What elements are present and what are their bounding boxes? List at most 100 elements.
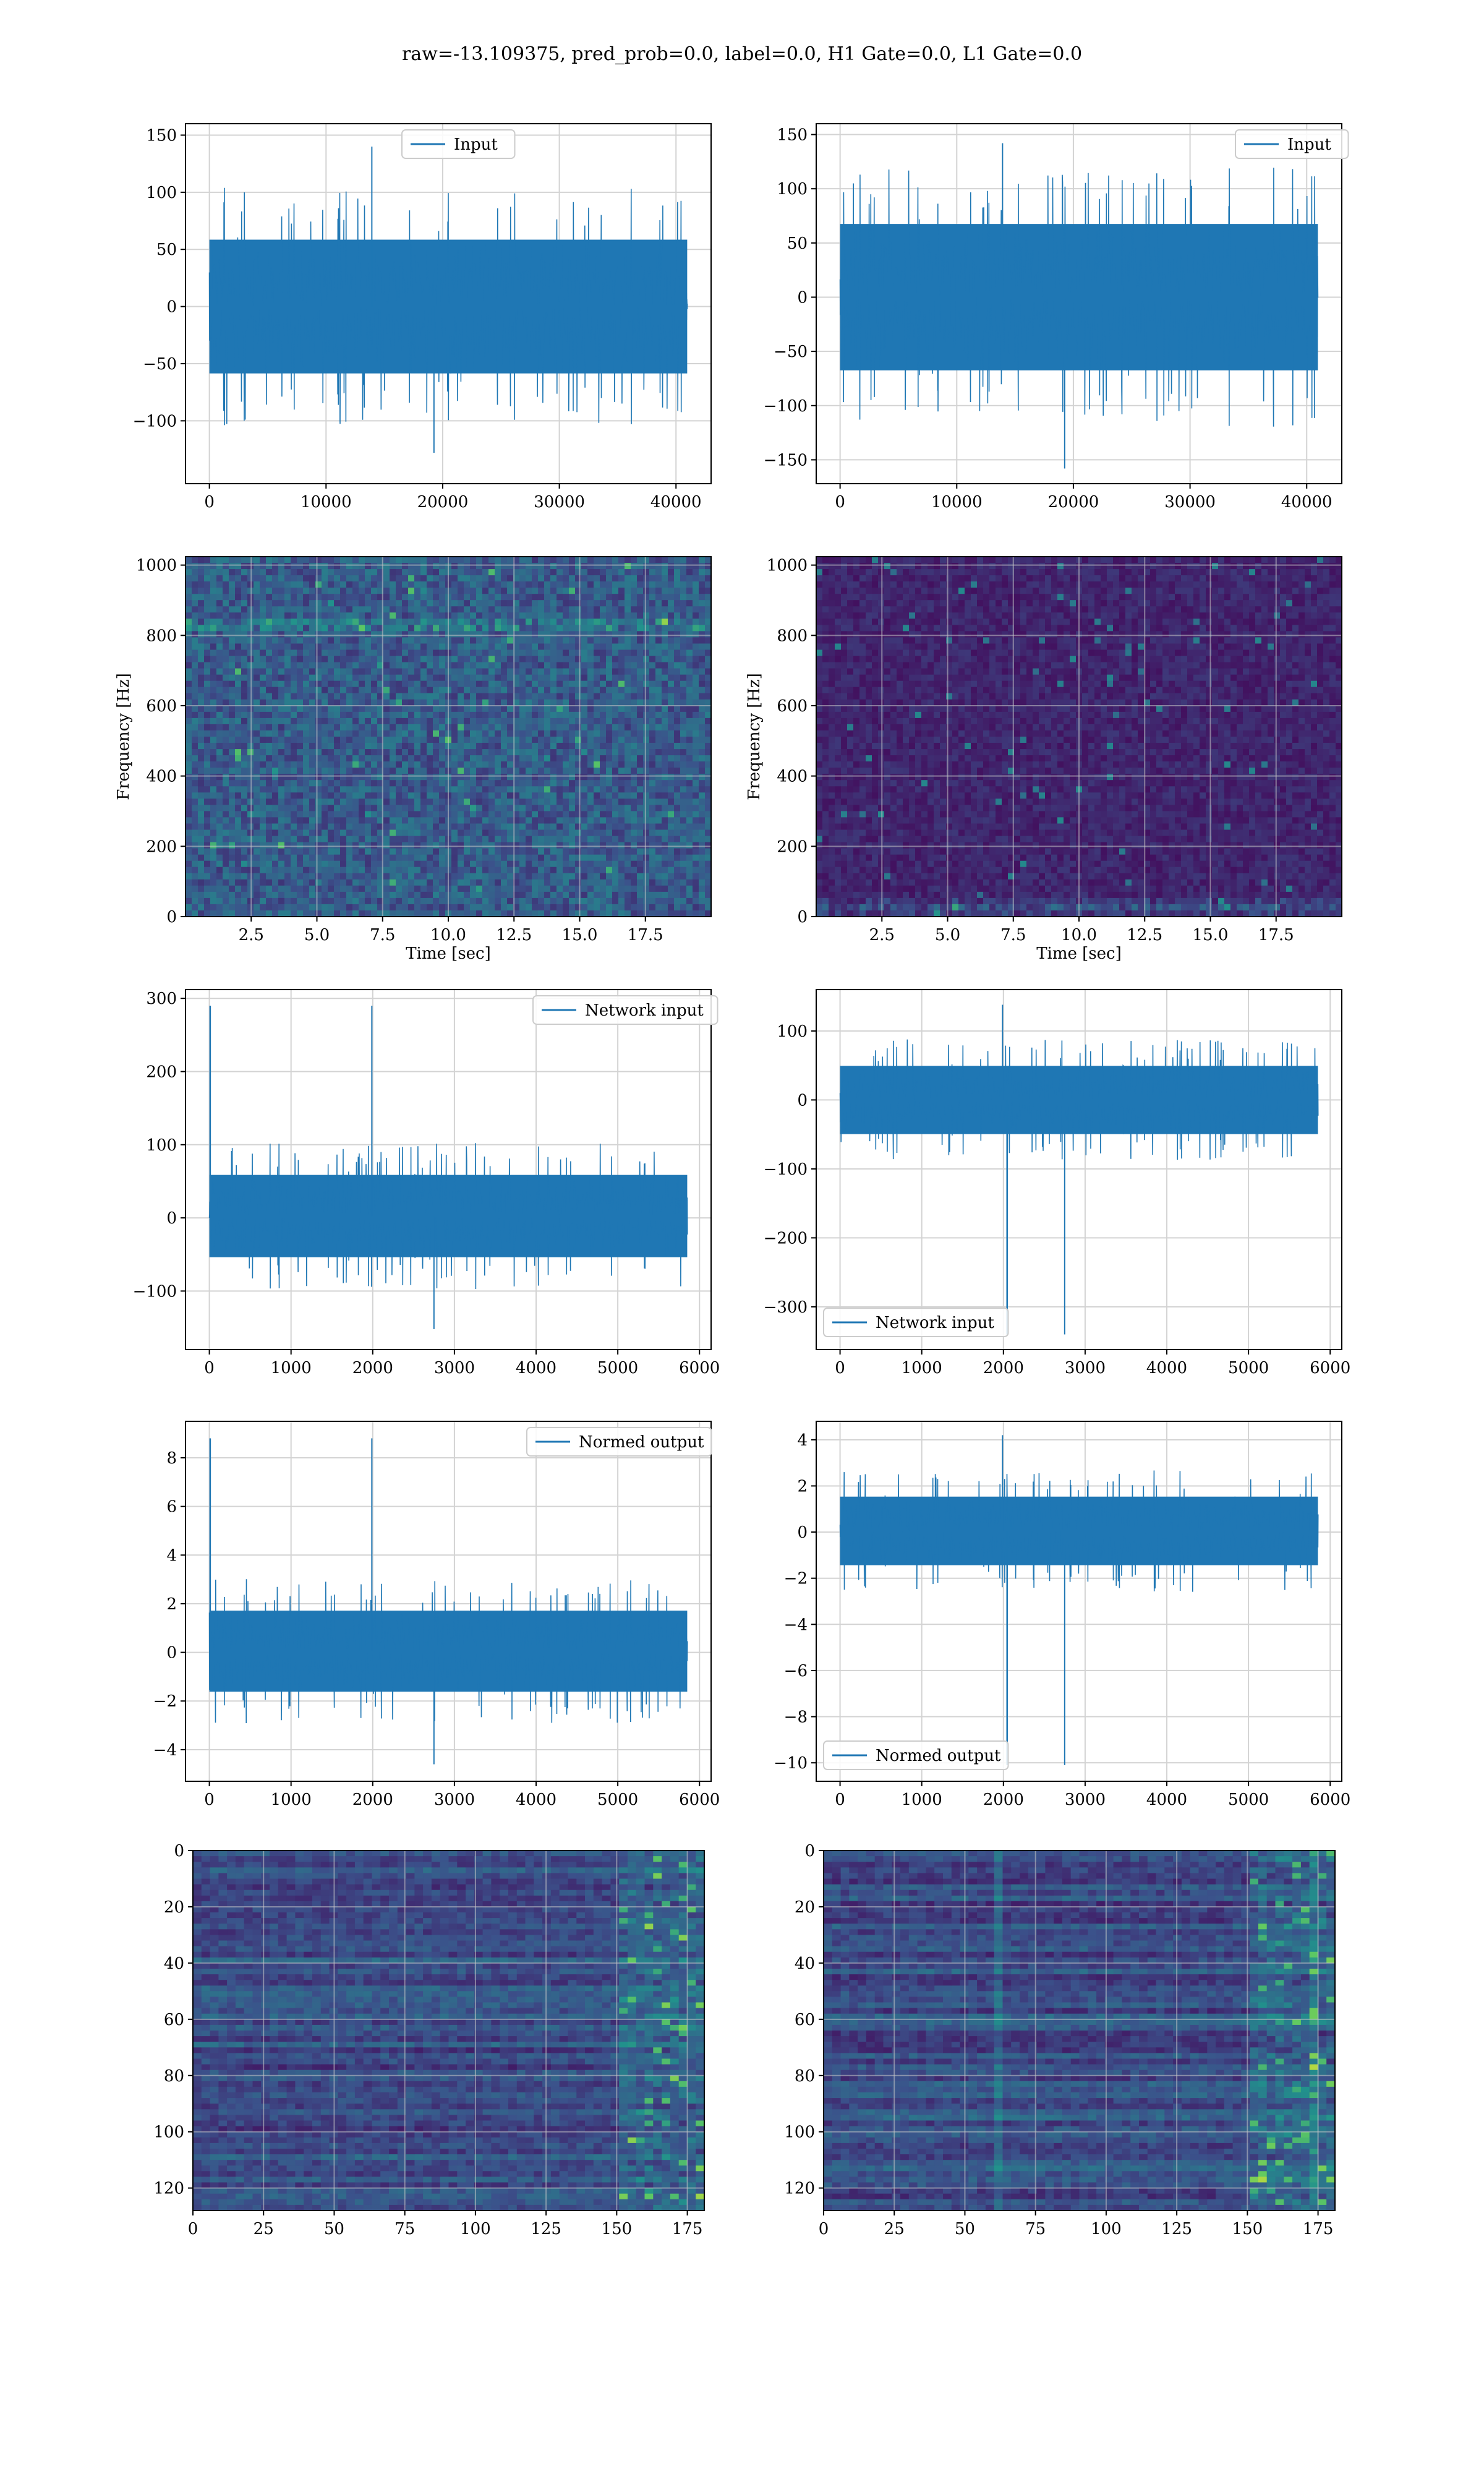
spectrogram-cell bbox=[328, 768, 335, 774]
spectrogram-cell bbox=[204, 693, 211, 700]
spectrogram-cell bbox=[396, 792, 403, 799]
spectrogram-cell bbox=[606, 842, 613, 849]
spectrogram-cell bbox=[550, 693, 557, 700]
spectrogram-cell bbox=[204, 631, 211, 638]
spectrogram-cell bbox=[198, 836, 205, 843]
spectrogram-cell bbox=[241, 898, 248, 905]
spectrogram-cell bbox=[699, 569, 706, 576]
spectrogram-cell bbox=[563, 768, 569, 774]
spectrogram-cell bbox=[346, 849, 353, 855]
spectrogram-cell bbox=[507, 730, 514, 737]
spectrogram-cell bbox=[223, 842, 229, 849]
spectrogram-cell bbox=[501, 855, 508, 862]
spectrogram-cell bbox=[556, 706, 563, 713]
spectrogram-cell bbox=[501, 637, 508, 644]
spectrogram-cell bbox=[680, 693, 687, 700]
spectrogram-cell bbox=[433, 780, 440, 787]
spectrogram-cell bbox=[297, 575, 304, 582]
spectrogram-cell bbox=[538, 730, 545, 737]
spectrogram-cell bbox=[581, 743, 588, 750]
spectrogram-cell bbox=[680, 774, 687, 781]
spectrogram-cell bbox=[482, 749, 489, 756]
spectrogram-cell bbox=[662, 693, 668, 700]
spectrogram-cell bbox=[291, 724, 297, 731]
spectrogram-cell bbox=[210, 774, 217, 781]
spectrogram-cell bbox=[427, 898, 433, 905]
spectrogram-cell bbox=[587, 737, 594, 743]
spectrogram-cell bbox=[371, 669, 378, 675]
spectrogram-cell bbox=[686, 867, 693, 874]
spectrogram-cell bbox=[637, 824, 644, 831]
spectrogram-cell bbox=[526, 700, 532, 706]
spectrogram-cell bbox=[662, 811, 668, 818]
spectrogram-cell bbox=[581, 637, 588, 644]
spectrogram-cell bbox=[637, 575, 644, 582]
spectrogram-cell bbox=[216, 730, 223, 737]
spectrogram-cell bbox=[606, 873, 613, 880]
spectrogram-cell bbox=[618, 886, 625, 892]
spectrogram-cell bbox=[229, 594, 236, 601]
spectrogram-cell bbox=[563, 730, 569, 737]
spectrogram-cell bbox=[359, 730, 365, 737]
spectrogram-cell bbox=[346, 557, 353, 563]
spectrogram-cell bbox=[668, 805, 675, 811]
spectrogram-cell bbox=[309, 798, 316, 805]
spectrogram-cell bbox=[581, 836, 588, 843]
spectrogram-cell bbox=[631, 612, 638, 619]
spectrogram-cell bbox=[569, 867, 576, 874]
spectrogram-cell bbox=[637, 880, 644, 886]
spectrogram-cell bbox=[204, 724, 211, 731]
spectrogram-cell bbox=[414, 798, 421, 805]
spectrogram-cell bbox=[272, 557, 279, 563]
spectrogram-cell bbox=[674, 700, 681, 706]
spectrogram-cell bbox=[618, 880, 625, 886]
spectrogram-cell bbox=[359, 749, 365, 756]
spectrogram-cell bbox=[649, 625, 656, 631]
spectrogram-cell bbox=[612, 600, 619, 607]
spectrogram-cell bbox=[334, 836, 341, 843]
spectrogram-cell bbox=[581, 631, 588, 638]
spectrogram-cell bbox=[229, 855, 236, 862]
spectrogram-cell bbox=[587, 637, 594, 644]
spectrogram-cell bbox=[501, 811, 508, 818]
spectrogram-cell bbox=[192, 675, 198, 682]
spectrogram-cell bbox=[569, 830, 576, 837]
spectrogram-cell bbox=[587, 606, 594, 613]
spectrogram-cell bbox=[328, 743, 335, 750]
spectrogram-cell bbox=[198, 575, 205, 582]
spectrogram-cell bbox=[334, 780, 341, 787]
spectrogram-cell bbox=[643, 662, 650, 669]
spectrogram-cell bbox=[507, 817, 514, 824]
spectrogram-cell bbox=[254, 743, 260, 750]
spectrogram-cell bbox=[538, 687, 545, 694]
spectrogram-cell bbox=[390, 575, 396, 582]
spectrogram-cell bbox=[254, 855, 260, 862]
x-tick-label: 40000 bbox=[1281, 493, 1333, 511]
spectrogram-cell bbox=[680, 798, 687, 805]
y-tick-label: 150 bbox=[146, 126, 177, 145]
spectrogram-cell bbox=[371, 737, 378, 743]
spectrogram-cell bbox=[303, 563, 310, 570]
spectrogram-cell bbox=[550, 631, 557, 638]
spectrogram-cell bbox=[625, 737, 631, 743]
spectrogram-cell bbox=[322, 581, 328, 588]
spectrogram-cell bbox=[433, 618, 440, 625]
spectrogram-cell bbox=[420, 712, 427, 719]
spectrogram-cell bbox=[303, 743, 310, 750]
spectrogram-cell bbox=[699, 618, 706, 625]
spectrogram-cell bbox=[284, 780, 291, 787]
spectrogram-cell bbox=[674, 830, 681, 837]
spectrogram-cell bbox=[686, 700, 693, 706]
spectrogram-cell bbox=[365, 792, 372, 799]
spectrogram-cell bbox=[260, 581, 267, 588]
spectrogram-cell bbox=[334, 737, 341, 743]
spectrogram-cell bbox=[322, 730, 328, 737]
spectrogram-cell bbox=[451, 873, 458, 880]
spectrogram-cell bbox=[662, 761, 668, 768]
spectrogram-cell bbox=[631, 631, 638, 638]
spectrogram-cell bbox=[278, 786, 285, 793]
spectrogram-cell bbox=[284, 786, 291, 793]
spectrogram-cell bbox=[488, 786, 495, 793]
spectrogram-cell bbox=[637, 681, 644, 688]
spectrogram-cell bbox=[210, 588, 217, 594]
